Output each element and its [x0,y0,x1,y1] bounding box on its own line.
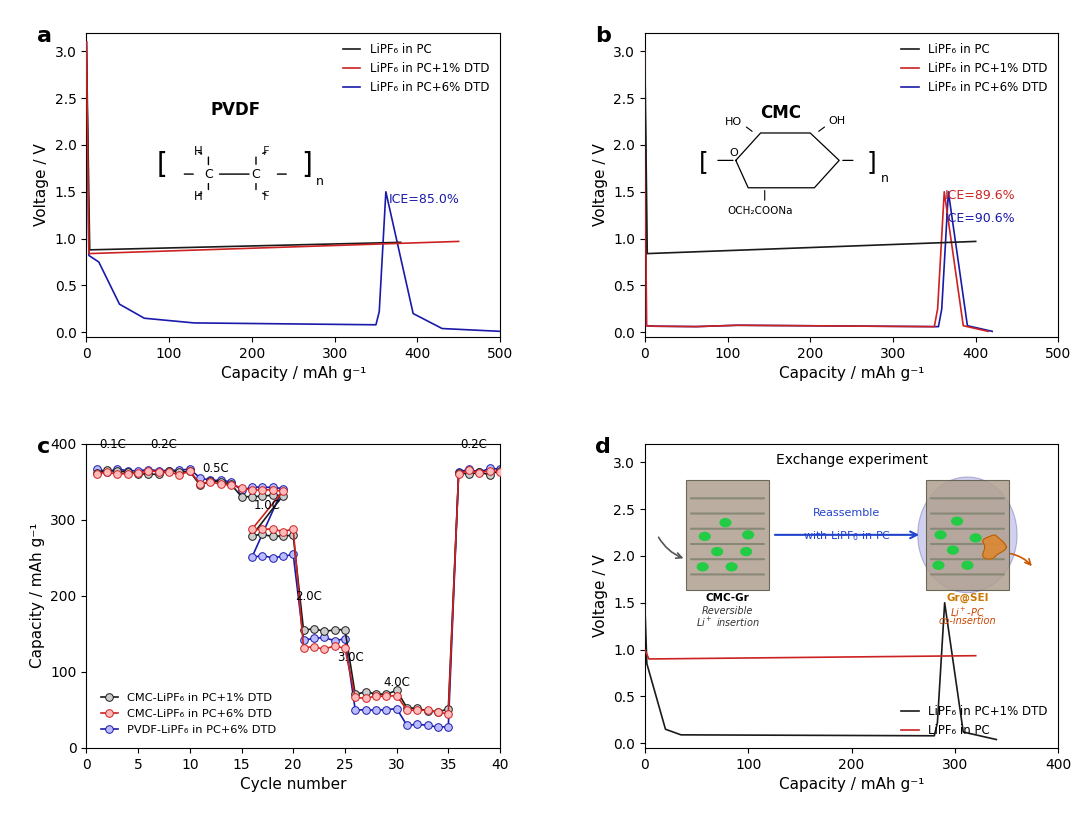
Circle shape [951,517,962,525]
Text: Reversible: Reversible [702,606,753,616]
Circle shape [933,561,944,569]
X-axis label: Cycle number: Cycle number [240,777,347,792]
Circle shape [720,519,731,527]
Text: F: F [264,145,270,158]
Text: n: n [880,172,889,185]
Text: O: O [729,148,738,158]
Circle shape [962,561,973,569]
Text: CMC-Gr: CMC-Gr [705,593,750,602]
Circle shape [712,548,723,555]
Circle shape [741,548,752,555]
FancyBboxPatch shape [926,480,1009,589]
Text: ICE=90.6%: ICE=90.6% [945,211,1015,224]
Circle shape [743,531,754,539]
Text: Reassemble: Reassemble [813,508,880,518]
Y-axis label: Capacity / mAh g⁻¹: Capacity / mAh g⁻¹ [30,523,44,668]
Legend: LiPF₆ in PC+1% DTD, LiPF₆ in PC: LiPF₆ in PC+1% DTD, LiPF₆ in PC [896,701,1053,742]
X-axis label: Capacity / mAh g⁻¹: Capacity / mAh g⁻¹ [779,366,924,381]
Circle shape [935,531,946,539]
Text: 0.5C: 0.5C [202,463,229,476]
X-axis label: Capacity / mAh g⁻¹: Capacity / mAh g⁻¹ [779,777,924,792]
Text: ICE=89.6%: ICE=89.6% [945,189,1015,202]
Text: 0.1C: 0.1C [98,438,125,451]
Text: ]: ] [301,151,312,179]
Text: OCH₂COONa: OCH₂COONa [728,206,794,215]
Text: H: H [193,145,202,158]
Text: 4.0C: 4.0C [383,676,410,689]
Text: F: F [264,190,270,203]
Text: PVDF: PVDF [211,101,260,119]
Text: 3.0C: 3.0C [337,651,364,664]
Text: Gr@SEI: Gr@SEI [946,593,988,603]
Text: 0.2C: 0.2C [461,438,487,451]
Text: Exchange experiment: Exchange experiment [775,453,928,467]
Text: C: C [204,167,213,180]
Circle shape [726,563,737,571]
Text: 1.0C: 1.0C [254,499,281,512]
Circle shape [947,546,958,554]
Legend: LiPF₆ in PC, LiPF₆ in PC+1% DTD, LiPF₆ in PC+6% DTD: LiPF₆ in PC, LiPF₆ in PC+1% DTD, LiPF₆ i… [896,38,1053,98]
Text: CMC: CMC [760,104,801,122]
Text: d: d [595,437,611,458]
Y-axis label: Voltage / V: Voltage / V [593,143,608,226]
Text: ]: ] [866,150,876,174]
Ellipse shape [918,477,1017,593]
Text: n: n [316,175,324,188]
Text: 2.0C: 2.0C [295,590,322,603]
Text: ICE=85.0%: ICE=85.0% [389,193,459,206]
Y-axis label: Voltage / V: Voltage / V [593,554,608,637]
Text: Li$^+$-PC: Li$^+$-PC [949,606,985,620]
Text: H: H [193,190,202,203]
Y-axis label: Voltage / V: Voltage / V [35,143,49,226]
Text: b: b [595,27,611,46]
Legend: CMC-LiPF₆ in PC+1% DTD, CMC-LiPF₆ in PC+6% DTD, PVDF-LiPF₆ in PC+6% DTD: CMC-LiPF₆ in PC+1% DTD, CMC-LiPF₆ in PC+… [96,689,281,739]
Text: Li$^+$ insertion: Li$^+$ insertion [696,615,759,628]
Text: 0.2C: 0.2C [150,438,177,451]
Text: OH: OH [828,115,846,126]
Text: C: C [252,167,260,180]
Text: [: [ [699,150,708,174]
Text: c: c [37,437,50,458]
Legend: LiPF₆ in PC, LiPF₆ in PC+1% DTD, LiPF₆ in PC+6% DTD: LiPF₆ in PC, LiPF₆ in PC+1% DTD, LiPF₆ i… [338,38,495,98]
Polygon shape [983,535,1007,559]
Circle shape [698,563,708,571]
Text: a: a [37,27,52,46]
Text: with LiPF$_6$ in PC: with LiPF$_6$ in PC [802,529,891,543]
Circle shape [700,533,711,541]
FancyBboxPatch shape [686,480,769,589]
Circle shape [970,534,981,541]
Text: HO: HO [725,117,742,128]
X-axis label: Capacity / mAh g⁻¹: Capacity / mAh g⁻¹ [220,366,366,381]
Text: co-insertion: co-insertion [939,615,996,625]
Text: [: [ [157,151,167,179]
